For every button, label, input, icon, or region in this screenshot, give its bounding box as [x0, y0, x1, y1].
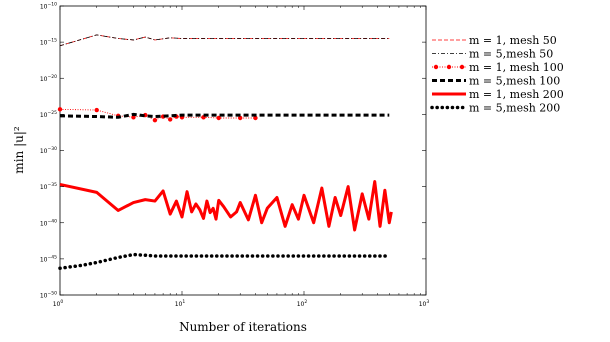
y-tick-exponent: −15	[48, 38, 58, 44]
y-tick-base: 10	[40, 256, 48, 263]
series-3-point	[94, 107, 99, 113]
x-axis-label: Number of iterations	[179, 320, 307, 334]
y-tick-exponent: −40	[48, 218, 58, 224]
series-line-3	[59, 108, 256, 121]
y-tick-label: 10−40	[40, 218, 57, 227]
x-tick-label: 100	[53, 299, 64, 308]
y-tick-label: 10−10	[40, 2, 57, 11]
y-tick-exponent: −30	[48, 146, 58, 152]
y-tick-label: 10−50	[40, 291, 57, 300]
legend-marker	[459, 64, 465, 70]
series-3-point	[152, 117, 158, 123]
series-3-point	[216, 115, 221, 121]
y-tick-base: 10	[40, 76, 48, 83]
legend-label-5: m = 1, mesh 200	[469, 88, 564, 101]
series-3-point	[131, 115, 136, 120]
x-tick-label: 103	[419, 299, 430, 308]
y-tick-exponent: −45	[48, 254, 58, 260]
x-tick-label: 101	[175, 299, 186, 308]
x-tick-base: 10	[419, 301, 427, 308]
series-line-2	[59, 34, 390, 47]
x-tick-base: 10	[297, 301, 305, 308]
plot-area	[59, 5, 427, 296]
x-tick-base: 10	[53, 301, 61, 308]
x-tick-exponent: 0	[60, 299, 63, 305]
y-tick-exponent: −10	[48, 2, 58, 8]
legend-label-6: m = 5,mesh 200	[469, 102, 560, 115]
y-tick-base: 10	[40, 112, 48, 119]
x-tick-exponent: 2	[304, 299, 307, 305]
x-tick-exponent: 1	[182, 299, 185, 305]
y-tick-base: 10	[40, 184, 48, 191]
y-tick-label: 10−45	[40, 254, 57, 263]
legend: m = 1, mesh 50m = 5,mesh 50m = 1, mesh 1…	[430, 34, 564, 115]
series-line-6	[58, 252, 392, 271]
y-tick-exponent: −25	[48, 110, 58, 116]
series-line-4	[59, 112, 390, 119]
x-tick-exponent: 3	[426, 299, 429, 305]
y-tick-label: 10−25	[40, 110, 57, 119]
y-tick-label: 10−35	[40, 182, 57, 191]
x-tick-base: 10	[175, 301, 183, 308]
y-axis-label: min |u|²	[12, 126, 26, 174]
y-tick-base: 10	[40, 220, 48, 227]
series-3-point	[57, 107, 63, 112]
legend-label-1: m = 1, mesh 50	[469, 34, 557, 47]
legend-label-3: m = 1, mesh 100	[469, 61, 564, 74]
y-tick-base: 10	[40, 4, 48, 11]
y-tick-exponent: −50	[48, 291, 58, 297]
series-3-point	[238, 115, 243, 121]
y-tick-exponent: −20	[48, 74, 58, 80]
legend-marker	[446, 64, 452, 70]
legend-label-2: m = 5,mesh 50	[469, 48, 553, 61]
y-tick-label: 10−20	[40, 74, 57, 83]
tick-layer: 100 101 102 10310−1010−1510−2010−2510−3010−…	[40, 2, 430, 309]
x-tick-label: 102	[297, 299, 308, 308]
y-tick-label: 10−30	[40, 146, 57, 155]
y-tick-exponent: −35	[48, 182, 58, 188]
series-3-point	[253, 115, 258, 121]
data-layer	[57, 34, 393, 271]
y-tick-label: 10−15	[40, 38, 57, 47]
y-tick-base: 10	[40, 40, 48, 47]
series-3-point	[167, 117, 173, 122]
y-tick-base: 10	[40, 148, 48, 155]
series-line-5	[59, 180, 393, 232]
legend-label-4: m = 5,mesh 100	[469, 75, 560, 88]
legend-marker	[433, 64, 439, 70]
y-tick-base: 10	[40, 293, 48, 300]
